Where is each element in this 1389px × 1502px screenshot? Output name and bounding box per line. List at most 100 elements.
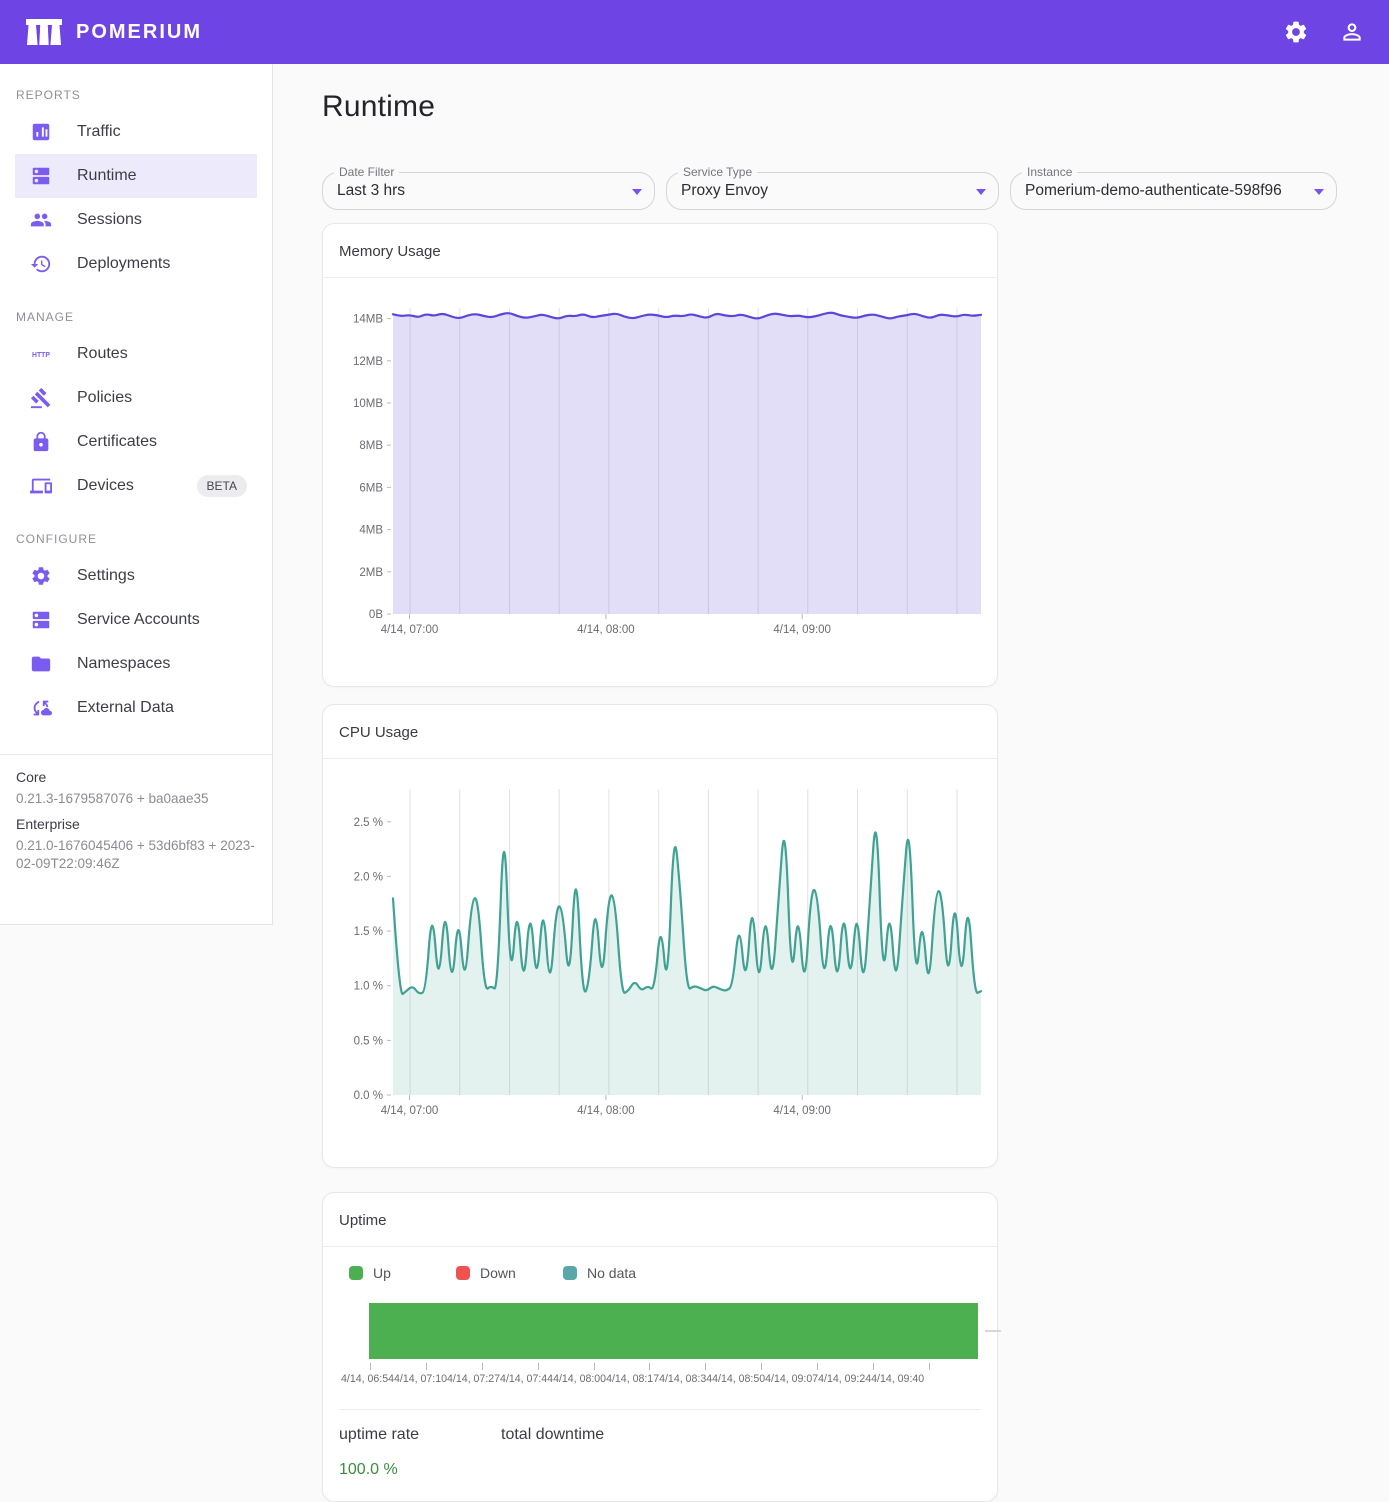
uptime-stats: uptime rate 100.0 % total downtime [339, 1410, 981, 1485]
instance-select[interactable]: InstancePomerium-demo-authenticate-598f9… [1010, 172, 1337, 210]
core-version-label: Core [16, 769, 256, 785]
app-header: POMERIUM [0, 0, 1389, 64]
sidebar-item-label: Sessions [77, 211, 247, 229]
uptime-tick-label: 4/14, 07:44 [500, 1373, 553, 1385]
sidebar: REPORTS Traffic Runtime Sessions Deployments… [0, 64, 273, 925]
uptime-tick-label: 4/14, 06:54 [341, 1373, 394, 1385]
deployments-icon [30, 253, 52, 275]
memory-usage-chart-svg: 14MB12MB10MB8MB6MB4MB2MB0B4/14, 07:004/1… [323, 282, 999, 678]
header-actions [1283, 19, 1365, 45]
uptime-tick-label: 4/14, 08:50 [712, 1373, 765, 1385]
sidebar-item-runtime[interactable]: Runtime [15, 154, 257, 198]
svg-text:4/14, 08:00: 4/14, 08:00 [577, 624, 635, 636]
memory-usage-title: Memory Usage [323, 224, 997, 278]
sidebar-item-policies[interactable]: Policies [15, 376, 257, 420]
uptime-tick [370, 1363, 371, 1370]
sidebar-item-namespaces[interactable]: Namespaces [15, 642, 257, 686]
sidebar-item-label: Runtime [77, 167, 247, 185]
svg-text:12MB: 12MB [353, 356, 383, 368]
legend-swatch-icon [456, 1266, 470, 1280]
sidebar-item-label: Traffic [77, 123, 247, 141]
certificates-icon [30, 431, 52, 453]
uptime-tick [482, 1363, 483, 1370]
svg-text:14MB: 14MB [353, 314, 383, 326]
memory-usage-chart: 14MB12MB10MB8MB6MB4MB2MB0B4/14, 07:004/1… [323, 278, 997, 686]
uptime-axis-ticks [370, 1363, 930, 1370]
brand-name: POMERIUM [76, 21, 202, 44]
uptime-tick [817, 1363, 818, 1370]
uptime-axis-labels: 4/14, 06:544/14, 07:104/14, 07:274/14, 0… [341, 1373, 981, 1385]
external-data-icon [30, 697, 52, 719]
sidebar-item-label: Devices [77, 477, 197, 495]
legend-item-down: Down [456, 1265, 563, 1281]
chevron-down-icon [632, 189, 642, 195]
chevron-down-icon [976, 189, 986, 195]
core-version-value: 0.21.3-1679587076 + ba0aae35 [16, 790, 258, 808]
nav-section-label-reports: REPORTS [0, 64, 272, 110]
svg-text:10MB: 10MB [353, 398, 383, 410]
legend-item-no-data: No data [563, 1265, 670, 1281]
svg-text:0.0 %: 0.0 % [354, 1090, 383, 1102]
legend-swatch-icon [349, 1266, 363, 1280]
cpu-usage-title: CPU Usage [323, 705, 997, 759]
settings-gear-icon[interactable] [1283, 19, 1309, 45]
sidebar-nav: REPORTS Traffic Runtime Sessions Deployments… [0, 64, 272, 730]
sidebar-item-sessions[interactable]: Sessions [15, 198, 257, 242]
version-info: Core 0.21.3-1679587076 + ba0aae35 Enterp… [0, 754, 272, 888]
sidebar-item-label: Service Accounts [77, 611, 247, 629]
enterprise-version-label: Enterprise [16, 816, 256, 832]
sidebar-item-label: Certificates [77, 433, 247, 451]
select-label: Service Type [678, 165, 757, 179]
account-icon[interactable] [1339, 19, 1365, 45]
sidebar-item-settings[interactable]: Settings [15, 554, 257, 598]
select-label: Instance [1022, 165, 1077, 179]
legend-item-up: Up [349, 1265, 456, 1281]
legend-label: No data [587, 1265, 636, 1281]
date-filter-select[interactable]: Date FilterLast 3 hrs [322, 172, 655, 210]
beta-badge: BETA [197, 475, 247, 497]
uptime-tick [761, 1363, 762, 1370]
pomerium-logo-icon [24, 17, 64, 47]
sidebar-item-traffic[interactable]: Traffic [15, 110, 257, 154]
svg-text:2.0 %: 2.0 % [354, 871, 383, 883]
uptime-legend: Up Down No data [349, 1265, 981, 1281]
cpu-usage-chart: 2.5 %2.0 %1.5 %1.0 %0.5 %0.0 %4/14, 07:0… [323, 759, 997, 1167]
uptime-tick-label: 4/14, 09:24 [818, 1373, 871, 1385]
sidebar-item-service-accounts[interactable]: Service Accounts [15, 598, 257, 642]
uptime-tick [929, 1363, 930, 1370]
legend-swatch-icon [563, 1266, 577, 1280]
sidebar-item-certificates[interactable]: Certificates [15, 420, 257, 464]
sidebar-item-routes[interactable]: HTTPRoutes [15, 332, 257, 376]
legend-label: Down [480, 1265, 516, 1281]
uptime-tick-label: 4/14, 08:34 [659, 1373, 712, 1385]
svg-text:1.5 %: 1.5 % [354, 926, 383, 938]
svg-text:4/14, 08:00: 4/14, 08:00 [577, 1105, 635, 1117]
sidebar-item-label: External Data [77, 699, 247, 717]
total-downtime-label: total downtime [501, 1426, 604, 1444]
uptime-tick [649, 1363, 650, 1370]
svg-text:1.0 %: 1.0 % [354, 981, 383, 993]
uptime-tick-label: 4/14, 09:07 [765, 1373, 818, 1385]
uptime-tick [594, 1363, 595, 1370]
svg-text:8MB: 8MB [359, 440, 383, 452]
brand: POMERIUM [24, 17, 202, 47]
svg-text:2.5 %: 2.5 % [354, 817, 383, 829]
svg-text:HTTP: HTTP [32, 352, 50, 359]
page-title: Runtime [322, 90, 1389, 124]
uptime-card: Uptime UpDownNo data 4/14, 06:544/14, 07… [322, 1192, 998, 1502]
uptime-tick [538, 1363, 539, 1370]
sidebar-item-deployments[interactable]: Deployments [15, 242, 257, 286]
uptime-tick [705, 1363, 706, 1370]
service-type-select[interactable]: Service TypeProxy Envoy [666, 172, 999, 210]
svg-text:4/14, 07:00: 4/14, 07:00 [381, 624, 439, 636]
uptime-bar-row [369, 1303, 978, 1359]
namespaces-icon [30, 653, 52, 675]
sidebar-item-label: Policies [77, 389, 247, 407]
svg-text:0.5 %: 0.5 % [354, 1035, 383, 1047]
sidebar-item-devices[interactable]: DevicesBETA [15, 464, 257, 508]
devices-icon [30, 475, 52, 497]
select-label: Date Filter [334, 165, 399, 179]
uptime-segment-up [369, 1303, 978, 1359]
sidebar-item-external-data[interactable]: External Data [15, 686, 257, 730]
sidebar-item-label: Deployments [77, 255, 247, 273]
